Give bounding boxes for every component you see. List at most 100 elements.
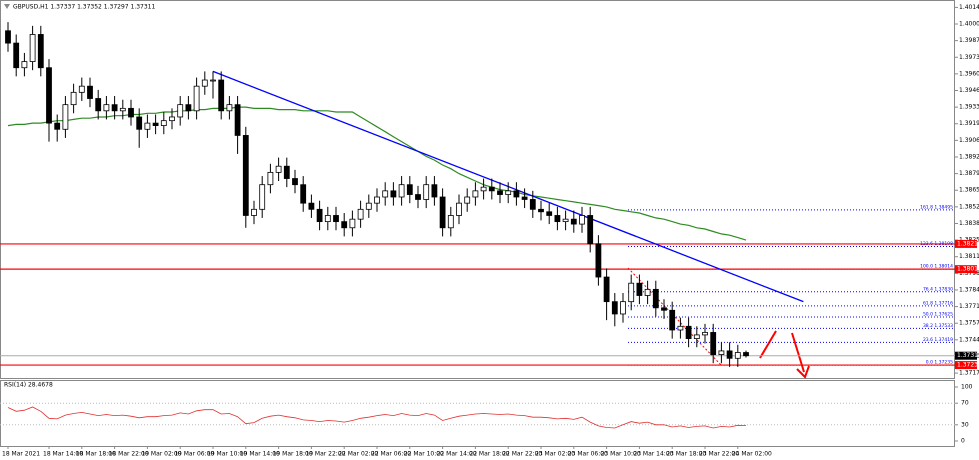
candle-body xyxy=(439,196,446,229)
candle-body xyxy=(652,288,659,309)
candle-body xyxy=(480,186,487,192)
x-tick-label: 19 Mar 10:00 xyxy=(207,451,247,458)
x-tick-label: 22 Mar 10:00 xyxy=(404,451,444,458)
candle-body xyxy=(185,104,192,112)
y-tick-label: 1.37170 xyxy=(959,370,979,377)
candle-body xyxy=(603,276,610,303)
candle-body xyxy=(128,107,134,118)
candle-body xyxy=(546,211,553,216)
candle-body xyxy=(177,104,184,118)
x-tick-label: 22 Mar 14:00 xyxy=(437,451,477,458)
candle-body xyxy=(251,208,257,216)
candle-body xyxy=(382,190,389,198)
candle-body xyxy=(103,104,110,112)
x-tick-label: 22 Mar 02:00 xyxy=(338,451,378,458)
candle-body xyxy=(226,104,233,112)
candle-body xyxy=(415,194,421,200)
candle-body xyxy=(234,104,241,136)
candle-body xyxy=(611,301,618,315)
candle-body xyxy=(620,301,626,315)
rsi-title: RSI(14) 28.4678 xyxy=(4,382,53,389)
x-tick-label: 22 Mar 22:00 xyxy=(502,451,542,458)
symbol-icon xyxy=(4,4,10,9)
candle-body xyxy=(554,215,561,223)
candle-body xyxy=(505,190,512,195)
candle-body xyxy=(218,79,225,112)
candle-body xyxy=(456,202,462,216)
fib-label: 161.8 1.38495 xyxy=(920,204,953,210)
candle-body xyxy=(29,34,36,62)
header: GBPUSD,H1 1.37337 1.37352 1.37297 1.3731… xyxy=(13,4,155,11)
candle-body xyxy=(521,196,528,200)
candle-body xyxy=(152,122,159,126)
candle-body xyxy=(677,325,684,331)
y-tick-label: 1.38115 xyxy=(959,253,979,260)
x-tick-label: 23 Mar 06:00 xyxy=(568,451,608,458)
candle-body xyxy=(119,107,126,112)
candle-body xyxy=(87,85,93,99)
fib-label: 76.4 1.37830 xyxy=(923,286,953,292)
level-label: 1.38014 xyxy=(957,266,979,273)
y-tick-label: 1.38925 xyxy=(959,153,979,160)
candle-body xyxy=(259,184,266,210)
candle-body xyxy=(636,282,643,296)
y-tick-label: 1.39870 xyxy=(959,37,979,44)
candle-body xyxy=(333,215,339,223)
y-tick-label: 1.37845 xyxy=(959,286,979,293)
y-tick-label: 1.39330 xyxy=(959,104,979,111)
candle-body xyxy=(423,184,430,200)
candle-body xyxy=(316,208,323,223)
candle-body xyxy=(136,116,143,130)
y-tick-label: 1.38655 xyxy=(959,187,979,194)
arrow-down xyxy=(791,332,805,373)
x-tick-label: 18 Mar 22:00 xyxy=(109,451,149,458)
y-tick-label: 1.39600 xyxy=(959,70,979,77)
candle-body xyxy=(710,332,717,356)
fib-diagonal xyxy=(627,267,723,367)
candle-body xyxy=(37,34,44,69)
candle-body xyxy=(275,165,282,173)
candle-body xyxy=(644,288,651,296)
candle-body xyxy=(62,104,69,130)
candle-body xyxy=(78,85,85,93)
moving-average xyxy=(7,106,747,241)
rsi-frame xyxy=(0,380,955,447)
arrow-up xyxy=(759,330,777,359)
x-tick-label: 22 Mar 06:00 xyxy=(371,451,411,458)
candle-body xyxy=(365,202,372,210)
rsi-line xyxy=(7,406,747,429)
fib-label: 50.0 1.37625 xyxy=(923,312,953,318)
candle-body xyxy=(628,282,635,303)
fib-label: 0.0 1.37235 xyxy=(926,360,953,366)
candle-body xyxy=(111,104,118,112)
rsi-tick-label: 30 xyxy=(961,421,969,428)
candle-body xyxy=(579,215,585,225)
candle-body xyxy=(538,208,544,213)
x-tick-label: 23 Mar 02:00 xyxy=(535,451,575,458)
x-tick-label: 19 Mar 14:00 xyxy=(240,451,280,458)
level-box xyxy=(955,265,977,274)
candle-body xyxy=(308,202,315,210)
candle-body xyxy=(587,215,594,245)
candle-body xyxy=(488,186,495,192)
rsi-tick-label: 0 xyxy=(961,438,965,445)
y-tick-label: 1.38520 xyxy=(959,203,979,210)
y-tick-label: 1.40005 xyxy=(959,21,979,28)
candle-body xyxy=(529,199,536,210)
x-tick-label: 18 Mar 18:00 xyxy=(76,451,116,458)
candle-body xyxy=(201,79,208,87)
candle-body xyxy=(242,135,249,216)
y-tick-label: 1.39735 xyxy=(959,54,979,61)
candle-body xyxy=(431,184,438,198)
y-tick-label: 1.39195 xyxy=(959,120,979,127)
candle-body xyxy=(661,307,667,311)
y-tick-label: 1.39465 xyxy=(959,87,979,94)
fib-label: 38.2 1.37533 xyxy=(923,323,953,329)
fib-label: 100.0 1.38014 xyxy=(920,264,953,270)
candle-body xyxy=(300,184,307,204)
fib-label: 23.6 1.37419 xyxy=(923,337,953,343)
arrow-head xyxy=(796,365,810,379)
candle-body xyxy=(406,184,413,195)
level-label: 1.37235 xyxy=(957,362,979,369)
